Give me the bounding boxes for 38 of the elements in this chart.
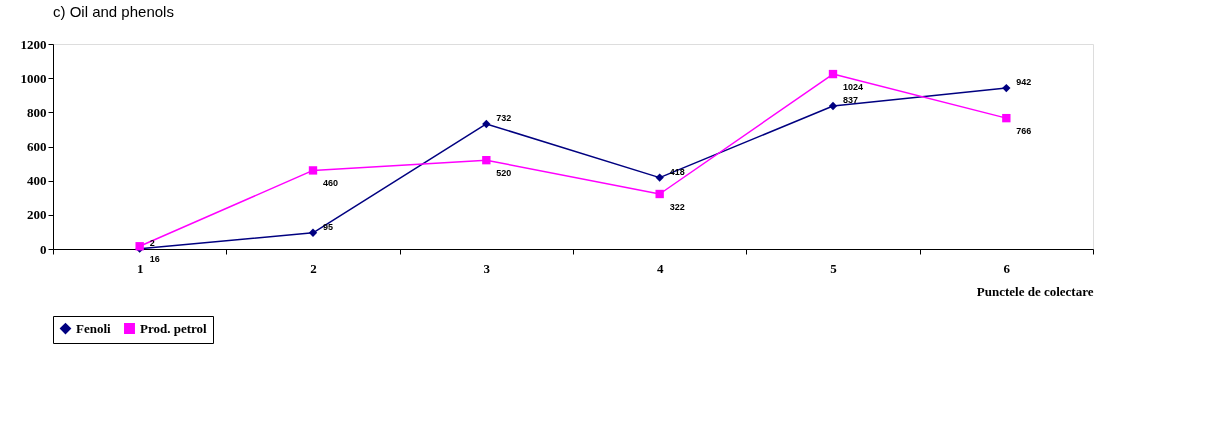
y-tick-label: 200 [27, 207, 47, 223]
y-tick-label: 800 [27, 104, 47, 120]
point [1002, 113, 1011, 123]
point [482, 119, 491, 129]
point [482, 155, 491, 165]
data-label: 95 [323, 221, 334, 232]
y-tick-label: 400 [27, 173, 47, 189]
data-label: 732 [496, 112, 512, 123]
x-tick-label: 3 [483, 260, 491, 276]
data-label: 837 [843, 95, 859, 106]
point [655, 173, 664, 182]
y-tick-label: 1200 [20, 36, 47, 52]
point [655, 189, 664, 199]
x-tick-label: 1 [136, 260, 144, 276]
point [308, 228, 318, 237]
data-label: 16 [149, 254, 160, 265]
data-label: 942 [1016, 77, 1032, 88]
y-tick-label: 1000 [20, 70, 47, 86]
x-tick-label: 6 [1003, 260, 1011, 276]
data-label: 2 [149, 237, 155, 248]
y-tick-label: 0 [40, 241, 47, 257]
point [828, 69, 838, 79]
x-tick-label: 5 [830, 260, 838, 276]
x-axis-title: Punctele de colectare [976, 283, 1094, 299]
chart-title: c) Oil and phenols [53, 3, 174, 20]
x-tick-label: 2 [310, 260, 317, 276]
point [828, 101, 838, 111]
data-label: 460 [323, 178, 339, 189]
data-label: 766 [1016, 126, 1032, 137]
data-label: 520 [496, 168, 512, 179]
x-tick-label: 4 [656, 260, 664, 276]
data-label: 322 [669, 201, 685, 212]
data-label: 1024 [843, 82, 864, 93]
point [1002, 83, 1011, 93]
y-tick-label: 600 [27, 139, 47, 154]
legend-label: Fenoli [76, 320, 112, 336]
legend-label: Prod. petrol [140, 320, 208, 336]
point [308, 166, 318, 175]
